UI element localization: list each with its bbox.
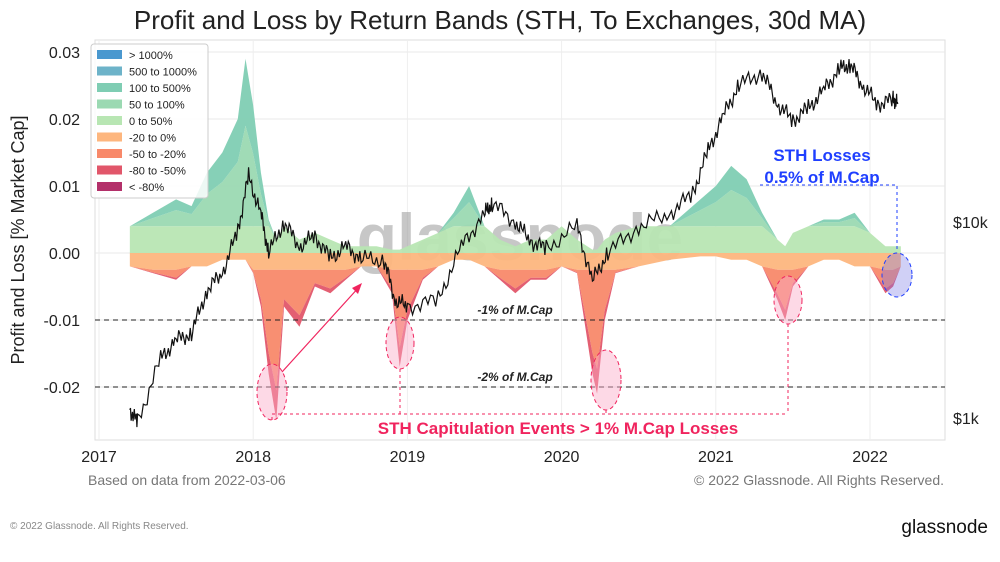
- legend-label: > 1000%: [129, 50, 173, 62]
- legend-swatch: [97, 83, 122, 92]
- price-tick-label: $10k: [953, 215, 989, 232]
- arrow-line: [281, 285, 361, 373]
- legend-label: -50 to -20%: [129, 149, 186, 161]
- x-tick-label: 2018: [235, 449, 271, 466]
- x-tick-label: 2019: [390, 449, 426, 466]
- minus-2pct-label: -2% of M.Cap: [477, 370, 552, 384]
- reference-lines: -1% of M.Cap -2% of M.Cap: [95, 303, 945, 388]
- legend-label: -80 to -50%: [129, 166, 186, 178]
- price-tick-label: $1k: [953, 411, 980, 428]
- price-line: [129, 59, 899, 428]
- sth-losses-ellipse: [881, 252, 913, 298]
- loss-band--50-to-20-: [129, 256, 901, 391]
- legend-swatch: [97, 182, 122, 191]
- btc-price-line: [129, 59, 899, 428]
- legend-swatch: [97, 132, 122, 142]
- legend-box: [90, 43, 209, 199]
- legend-swatch: [97, 50, 122, 59]
- y-tick-label: 0.02: [49, 112, 80, 129]
- capitulation-ellipse: [256, 363, 288, 421]
- chart-copyright: © 2022 Glassnode. All Rights Reserved.: [694, 472, 944, 488]
- loss-band--80-to-50-: [129, 256, 901, 421]
- legend-label: 500 to 1000%: [129, 67, 197, 79]
- legend-label: 100 to 500%: [129, 83, 191, 95]
- based-on-text: Based on data from 2022-03-06: [88, 472, 286, 488]
- legend-swatch: [97, 149, 122, 158]
- capitulation-ellipse: [590, 349, 622, 411]
- legend-label: -20 to 0%: [129, 133, 176, 145]
- legend-label: < -80%: [129, 182, 164, 194]
- axes: 0.03 0.02 0.01 0.00 -0.01 -0.02 2017 2018 2019 20…: [44, 45, 989, 466]
- page-copyright: © 2022 Glassnode. All Rights Reserved.: [10, 521, 189, 532]
- legend-label: 50 to 100%: [129, 100, 185, 112]
- x-tick-label: 2022: [852, 449, 888, 466]
- x-tick-label: 2017: [81, 449, 117, 466]
- sth-losses-label: STH Losses: [773, 146, 870, 165]
- y-axis-label: Profit and Loss [% Market Cap]: [8, 115, 28, 364]
- profit-band-100-to-500-: [129, 58, 901, 250]
- x-tick-label: 2021: [698, 449, 734, 466]
- y-tick-label: 0.00: [49, 246, 80, 263]
- legend-swatch: [97, 116, 122, 125]
- sth-losses-value: 0.5% of M.Cap: [764, 168, 879, 187]
- y-tick-label: 0.03: [49, 45, 80, 62]
- arrow-head-icon: [352, 283, 362, 294]
- plot-frame: [94, 39, 946, 441]
- legend: > 1000% 500 to 1000% 100 to 500% 50 to 100%…: [90, 43, 209, 199]
- chart-title: Profit and Loss by Return Bands (STH, To…: [134, 5, 866, 35]
- minus-1pct-label: -1% of M.Cap: [477, 303, 552, 317]
- glassnode-logo: glassnode: [901, 517, 988, 538]
- loss-band--20-to-0-: [129, 253, 901, 270]
- capitulation-ellipse: [385, 316, 415, 370]
- profit-band-50-to-100-: [129, 125, 901, 250]
- capitulation-label: STH Capitulation Events > 1% M.Cap Losse…: [378, 419, 738, 438]
- legend-swatch: [97, 99, 122, 109]
- capitulation-ellipse: [773, 275, 803, 325]
- y-tick-label: -0.01: [44, 313, 81, 330]
- sth-losses-connector: [760, 184, 898, 252]
- legend-swatch: [97, 66, 122, 76]
- annotations: STH Capitulation Events > 1% M.Cap Losse…: [256, 146, 913, 438]
- legend-swatch: [97, 165, 122, 175]
- legend-label: 0 to 50%: [129, 116, 173, 128]
- x-tick-label: 2020: [544, 449, 580, 466]
- y-tick-label: -0.02: [44, 380, 81, 397]
- y-tick-label: 0.01: [49, 179, 80, 196]
